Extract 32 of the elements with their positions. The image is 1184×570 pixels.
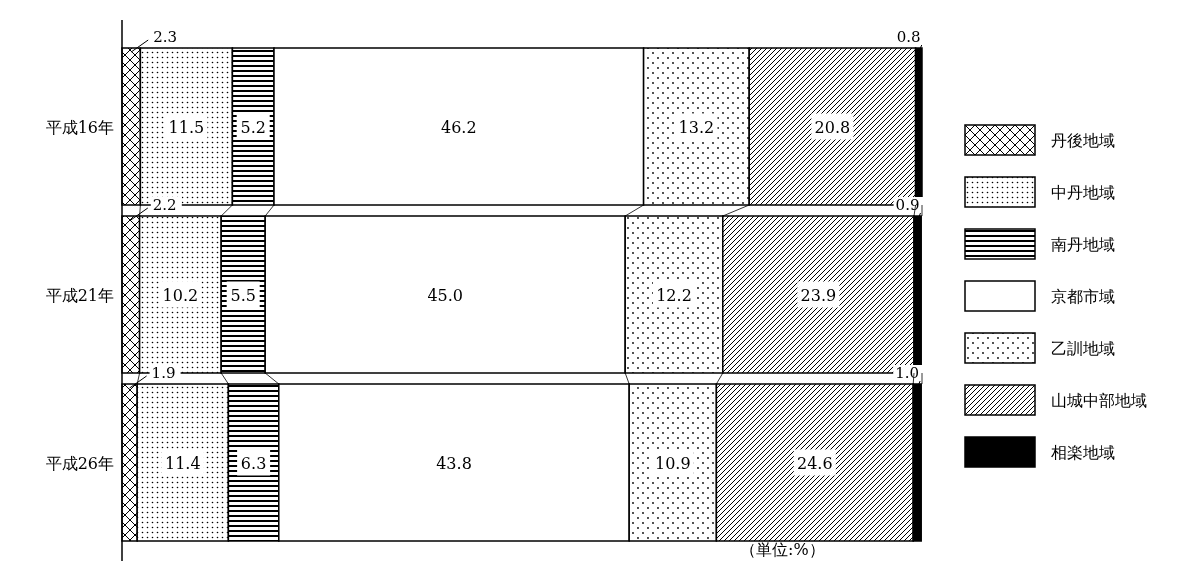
data-label: 46.2: [440, 117, 477, 137]
y-tick-label: 平成26年: [45, 453, 114, 473]
data-label: 2.3: [153, 28, 178, 46]
legend-label: 南丹地域: [1051, 235, 1115, 254]
data-label: 5.2: [240, 117, 266, 137]
data-label: 45.0: [427, 285, 464, 305]
data-label: 24.6: [796, 453, 833, 473]
data-label: 1.9: [151, 364, 176, 382]
legend-label: 相楽地域: [1051, 443, 1115, 462]
data-label: 2.2: [152, 196, 177, 214]
y-tick-label: 平成21年: [45, 285, 114, 305]
legend-label: 中丹地域: [1051, 183, 1115, 202]
annotation: （単位:%）: [740, 540, 825, 559]
data-label: 10.2: [162, 285, 199, 305]
data-label: 13.2: [678, 117, 715, 137]
data-label: 6.3: [240, 453, 267, 473]
legend-label: 山城中部地域: [1051, 391, 1147, 410]
data-label: 20.8: [814, 117, 851, 137]
data-label: 12.2: [656, 285, 692, 305]
data-label: 23.9: [800, 285, 837, 305]
data-label: 0.9: [895, 196, 920, 214]
data-label: 11.4: [164, 453, 201, 473]
data-label: 5.5: [230, 285, 256, 305]
legend-label: 乙訓地域: [1051, 339, 1115, 358]
data-label: 0.8: [896, 28, 921, 46]
data-label: 11.5: [168, 117, 205, 137]
legend-label: 丹後地域: [1051, 131, 1115, 150]
legend-label: 京都市域: [1051, 287, 1115, 306]
data-label: 10.9: [654, 453, 691, 473]
y-tick-label: 平成16年: [45, 117, 114, 137]
data-label: 1.0: [895, 364, 920, 382]
data-label: 43.8: [436, 453, 472, 473]
